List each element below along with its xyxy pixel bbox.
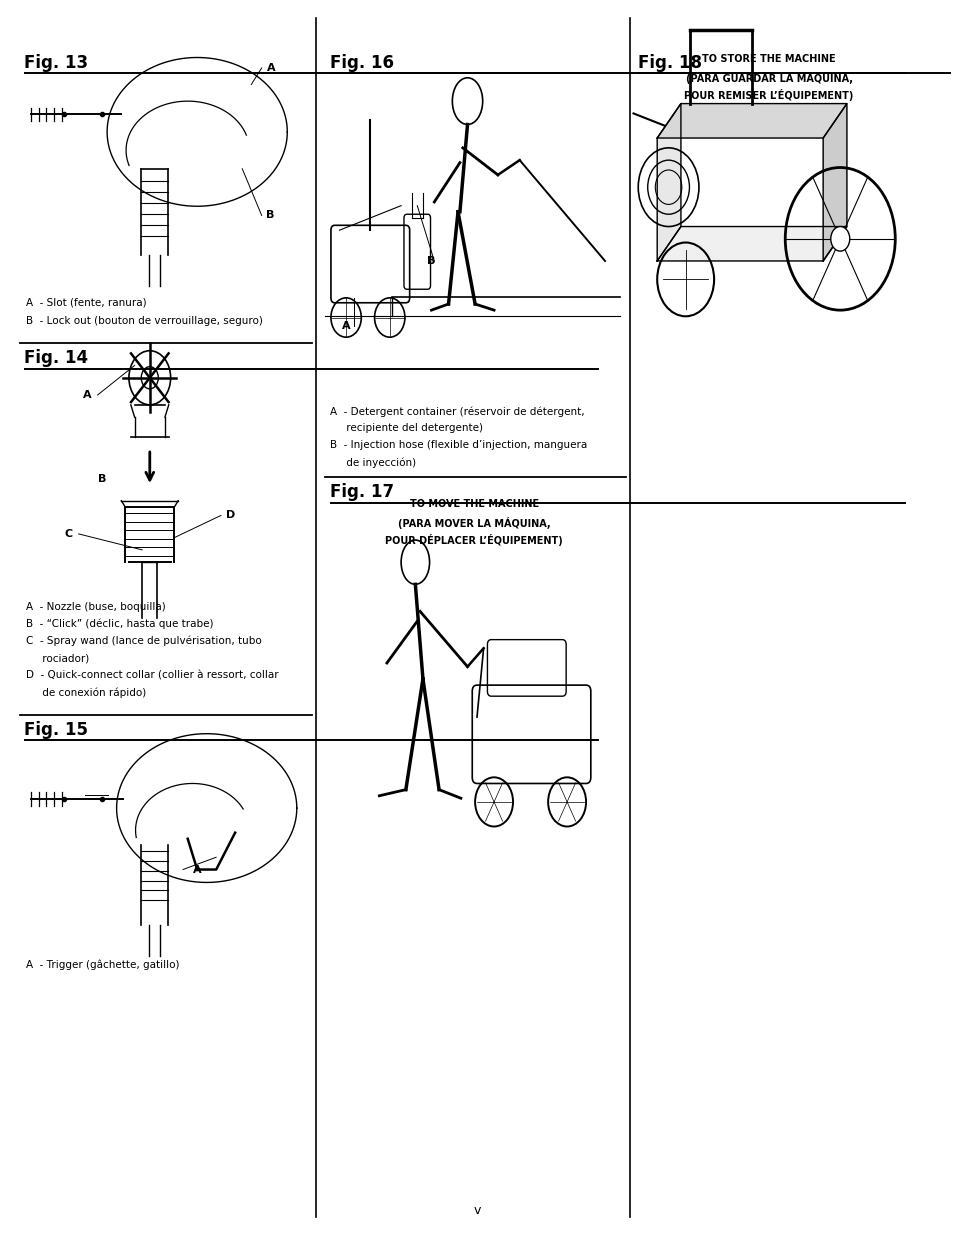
Text: A: A	[193, 864, 201, 874]
Text: Fig. 18: Fig. 18	[638, 54, 701, 73]
Polygon shape	[657, 104, 846, 138]
Polygon shape	[657, 104, 680, 261]
Text: B  - “Click” (déclic, hasta que trabe): B - “Click” (déclic, hasta que trabe)	[27, 619, 213, 629]
Text: C  - Spray wand (lance de pulvérisation, tubo: C - Spray wand (lance de pulvérisation, …	[27, 636, 262, 646]
Polygon shape	[657, 226, 846, 261]
Text: A: A	[83, 390, 91, 400]
Text: POUR DÉPLACER L’ÉQUIPEMENT): POUR DÉPLACER L’ÉQUIPEMENT)	[385, 534, 562, 546]
Text: Fig. 14: Fig. 14	[24, 350, 88, 368]
Text: Fig. 15: Fig. 15	[24, 721, 88, 739]
Text: D  - Quick-connect collar (collier à ressort, collar: D - Quick-connect collar (collier à ress…	[27, 671, 279, 680]
Text: Fig. 16: Fig. 16	[330, 54, 394, 73]
Text: recipiente del detergente): recipiente del detergente)	[330, 424, 482, 433]
Text: B: B	[97, 473, 106, 484]
Text: TO MOVE THE MACHINE: TO MOVE THE MACHINE	[409, 499, 538, 510]
Text: Fig. 13: Fig. 13	[24, 54, 88, 73]
Text: B  - Injection hose (flexible d’injection, manguera: B - Injection hose (flexible d’injection…	[330, 441, 587, 451]
Text: B: B	[266, 210, 274, 221]
Circle shape	[830, 226, 849, 251]
Text: A: A	[342, 321, 351, 331]
Text: A  - Trigger (gâchette, gatillo): A - Trigger (gâchette, gatillo)	[27, 960, 180, 969]
Text: POUR REMISER L’ÉQUIPEMENT): POUR REMISER L’ÉQUIPEMENT)	[683, 89, 853, 101]
Text: D: D	[226, 510, 234, 520]
Text: C: C	[65, 529, 72, 538]
Text: (PARA GUARDAR LA MÁQUINA,: (PARA GUARDAR LA MÁQUINA,	[685, 72, 852, 84]
Text: v: v	[473, 1204, 480, 1218]
Text: A  - Nozzle (buse, boquilla): A - Nozzle (buse, boquilla)	[27, 601, 166, 611]
Text: A  - Detergent container (réservoir de détergent,: A - Detergent container (réservoir de dé…	[330, 406, 584, 416]
Text: TO STORE THE MACHINE: TO STORE THE MACHINE	[701, 54, 835, 64]
Text: Fig. 17: Fig. 17	[330, 483, 394, 501]
Text: A  - Slot (fente, ranura): A - Slot (fente, ranura)	[27, 298, 147, 308]
Text: rociador): rociador)	[27, 653, 90, 663]
Text: (PARA MOVER LA MÁQUINA,: (PARA MOVER LA MÁQUINA,	[397, 516, 550, 529]
Text: de inyección): de inyección)	[330, 458, 416, 468]
Text: B: B	[426, 256, 435, 266]
Text: de conexión rápido): de conexión rápido)	[27, 688, 147, 698]
Polygon shape	[822, 104, 846, 261]
Text: B  - Lock out (bouton de verrouillage, seguro): B - Lock out (bouton de verrouillage, se…	[27, 316, 263, 326]
Text: A: A	[266, 63, 274, 73]
